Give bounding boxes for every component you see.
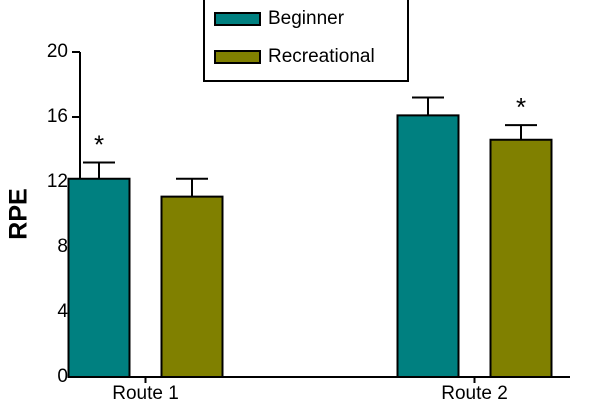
- legend-swatch: [214, 12, 261, 26]
- legend-label: Recreational: [268, 46, 375, 67]
- y-tick-label: 20: [47, 41, 68, 62]
- legend-label: Beginner: [268, 8, 345, 29]
- y-tick-label: 0: [57, 366, 68, 387]
- x-tick-label: Route 2: [441, 383, 508, 404]
- bar: [396, 114, 460, 378]
- y-axis-label: RPE: [5, 188, 33, 239]
- significance-marker: *: [94, 129, 104, 159]
- significance-marker: *: [516, 92, 526, 122]
- y-tick-label: 12: [47, 171, 68, 192]
- bar: [489, 138, 553, 378]
- y-tick-label: 16: [47, 106, 68, 127]
- bar: [67, 177, 131, 378]
- legend-swatch: [214, 50, 261, 64]
- y-tick-label: 8: [57, 236, 68, 257]
- bar: [160, 195, 224, 378]
- y-tick-label: 4: [57, 301, 68, 322]
- x-tick-label: Route 1: [112, 383, 179, 404]
